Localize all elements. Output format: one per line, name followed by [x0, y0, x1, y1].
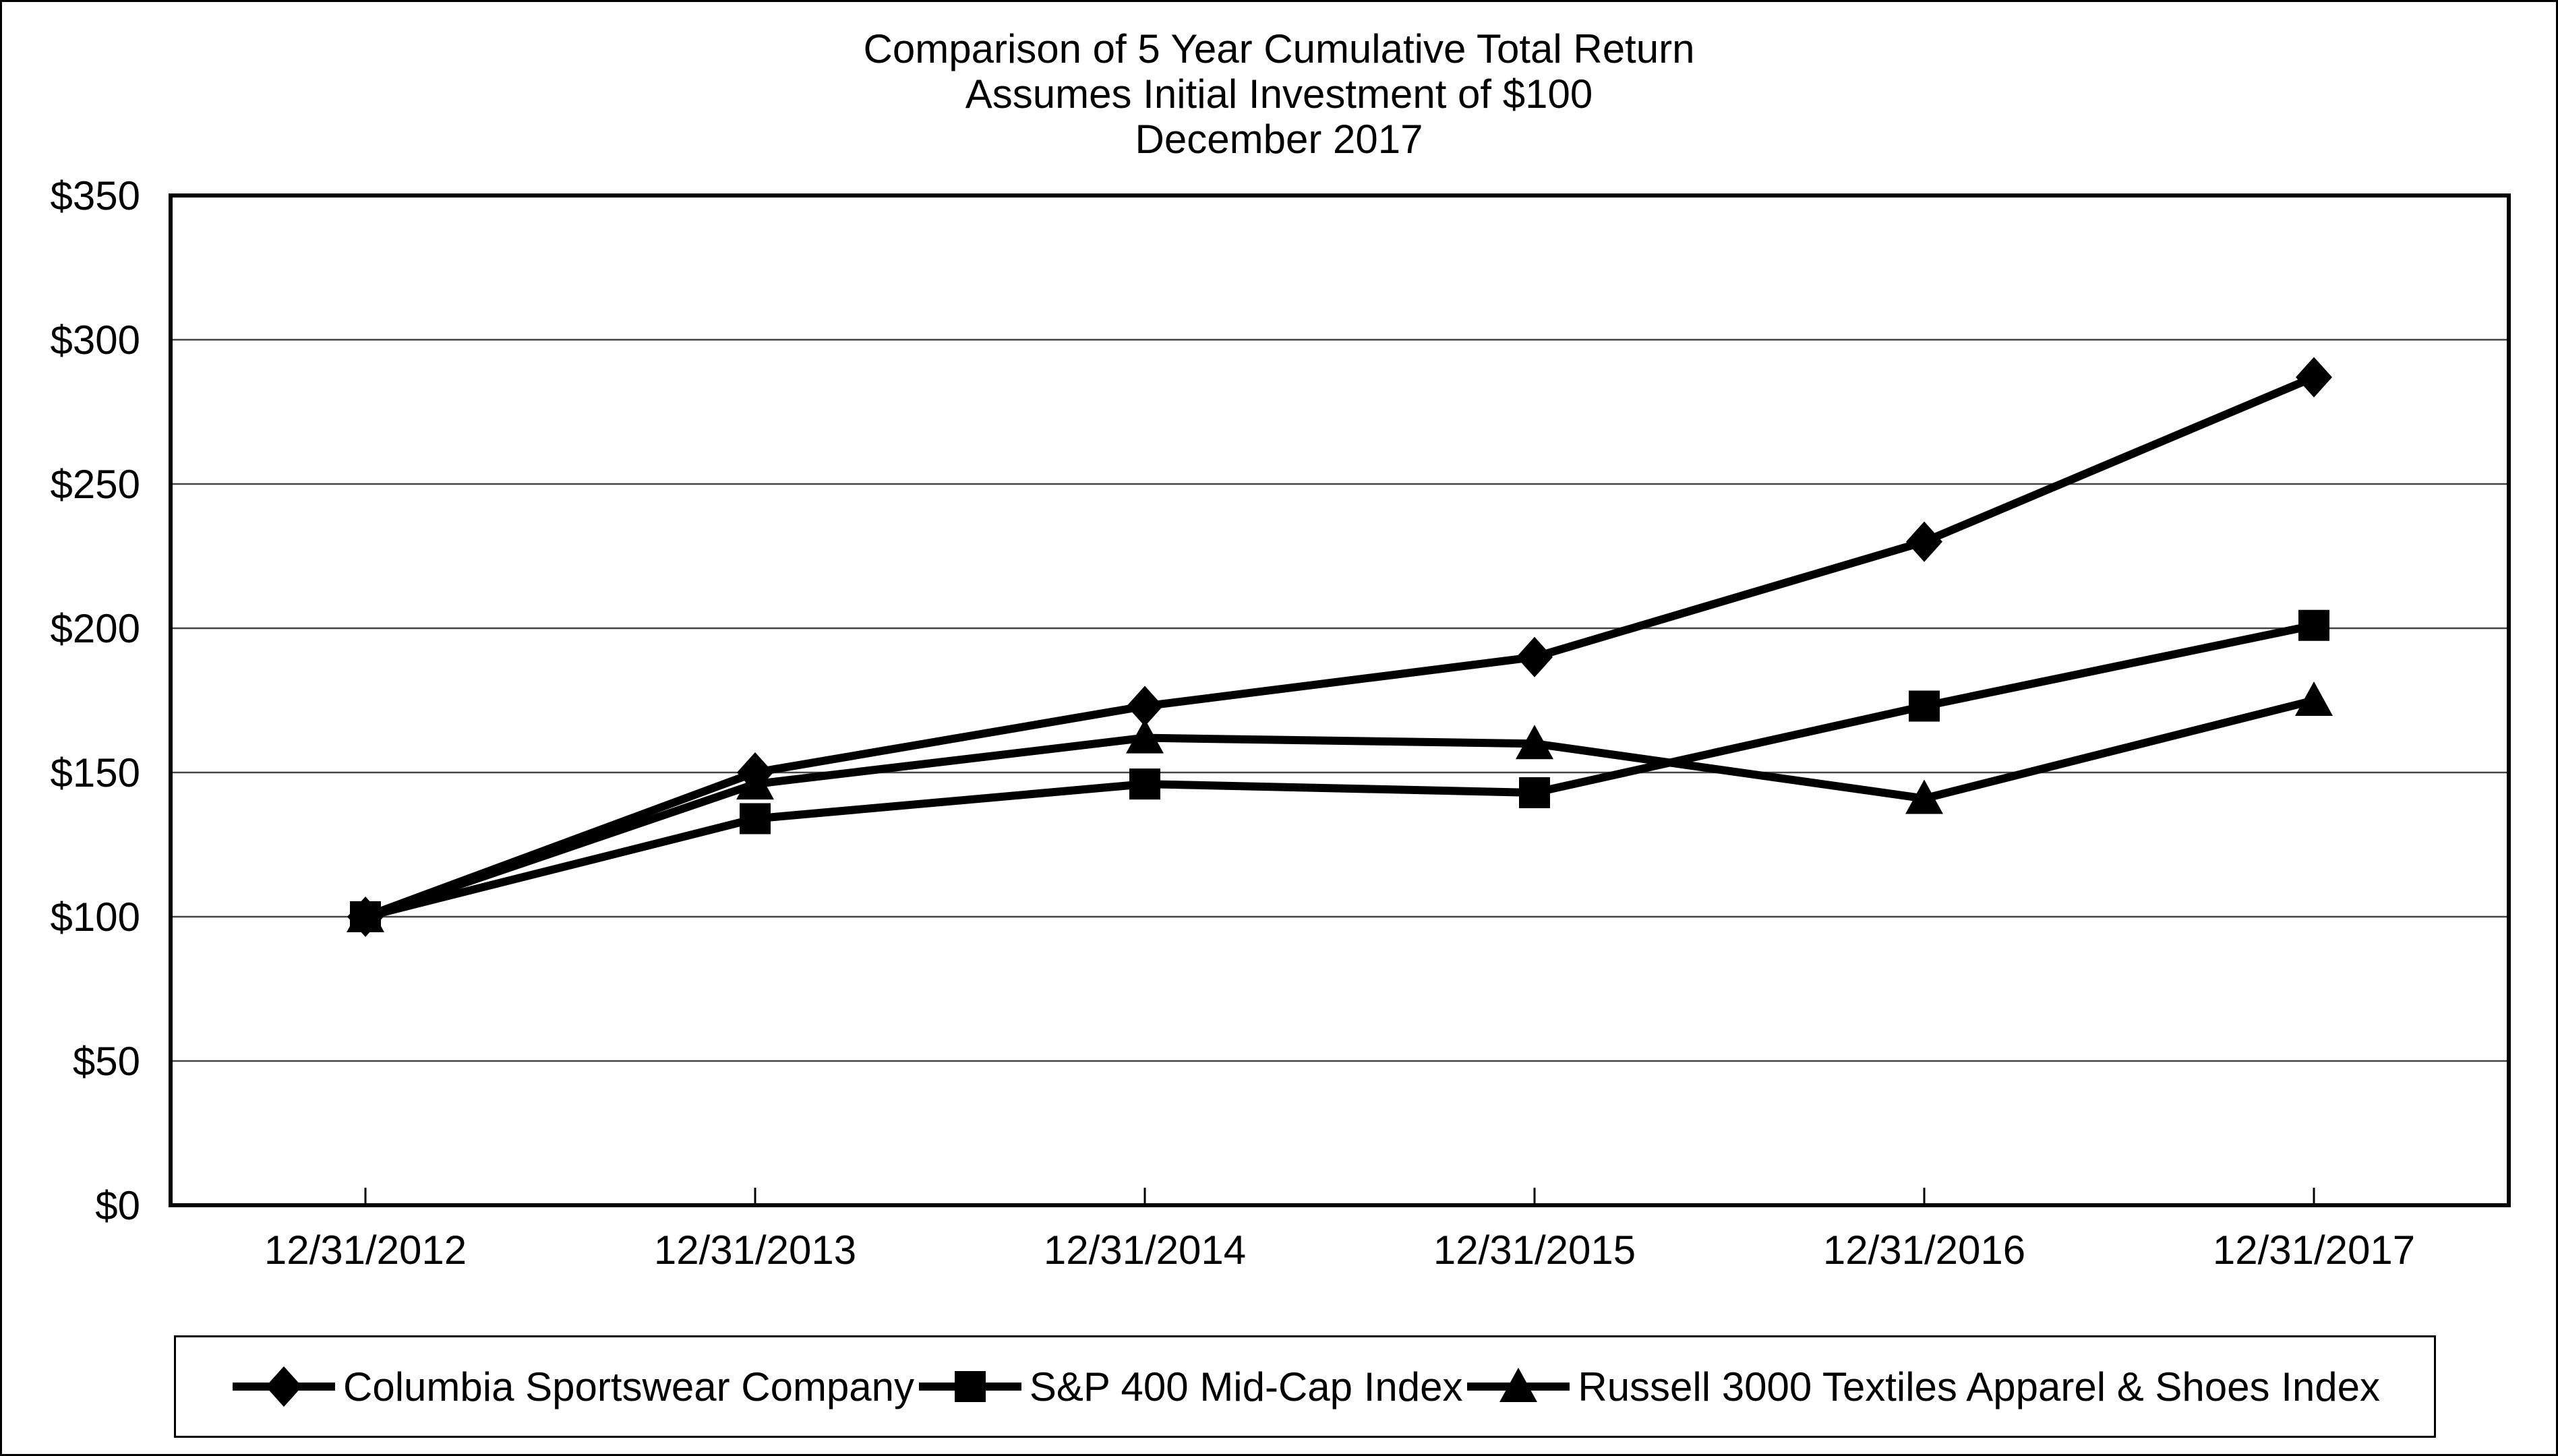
svg-text:12/31/2013: 12/31/2013 — [654, 1227, 856, 1273]
legend-label-russell3000-textiles: Russell 3000 Textiles Apparel & Shoes In… — [1578, 1364, 2380, 1409]
svg-text:$200: $200 — [51, 606, 140, 651]
chart-legend: Columbia Sportswear Company S&P 400 Mid-… — [174, 1335, 2436, 1438]
svg-text:12/31/2015: 12/31/2015 — [1433, 1227, 1636, 1273]
square-marker-icon — [918, 1371, 1021, 1402]
svg-text:12/31/2016: 12/31/2016 — [1823, 1227, 2025, 1273]
chart-title-block: Comparison of 5 Year Cumulative Total Re… — [2, 26, 2556, 162]
legend-label-sp400-midcap: S&P 400 Mid-Cap Index — [1029, 1364, 1463, 1409]
diamond-marker-icon — [233, 1366, 335, 1407]
legend-label-columbia-sportswear: Columbia Sportswear Company — [343, 1364, 915, 1409]
svg-text:$300: $300 — [51, 317, 140, 363]
svg-text:$50: $50 — [73, 1039, 140, 1084]
svg-text:$100: $100 — [51, 894, 140, 940]
svg-text:12/31/2012: 12/31/2012 — [264, 1227, 467, 1273]
svg-text:$250: $250 — [51, 462, 140, 507]
legend-item-russell3000-textiles: Russell 3000 Textiles Apparel & Shoes In… — [1464, 1363, 2380, 1410]
chart-date-label: December 2017 — [1135, 117, 1423, 162]
svg-text:$150: $150 — [51, 750, 140, 795]
chart-title: Comparison of 5 Year Cumulative Total Re… — [863, 26, 1695, 71]
chart-subtitle: Assumes Initial Investment of $100 — [965, 71, 1593, 117]
svg-text:$0: $0 — [95, 1183, 140, 1228]
legend-item-sp400-midcap: S&P 400 Mid-Cap Index — [916, 1363, 1463, 1410]
svg-text:12/31/2017: 12/31/2017 — [2213, 1227, 2415, 1273]
legend-item-columbia-sportswear: Columbia Sportswear Company — [230, 1363, 914, 1410]
triangle-marker-icon — [1467, 1368, 1570, 1402]
svg-text:12/31/2014: 12/31/2014 — [1044, 1227, 1246, 1273]
svg-text:$350: $350 — [51, 173, 140, 218]
